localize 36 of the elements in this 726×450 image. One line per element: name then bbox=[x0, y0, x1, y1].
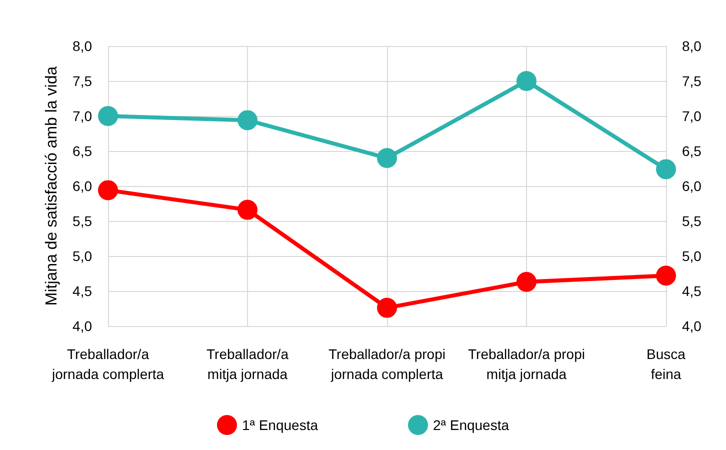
x-tick-label: Treballador/a jornada complerta bbox=[50, 346, 164, 382]
point bbox=[98, 106, 118, 126]
y-tick-label: 4,5 bbox=[72, 283, 92, 299]
y-axis-title: Mitjana de satisfacció amb la vida bbox=[44, 66, 60, 306]
point bbox=[377, 298, 397, 318]
point bbox=[238, 110, 258, 130]
y-tick-label: 6,0 bbox=[72, 178, 92, 194]
y-tick-label: 7,0 bbox=[72, 108, 92, 124]
point bbox=[377, 148, 397, 168]
point bbox=[516, 71, 536, 91]
y-tick-label: 5,5 bbox=[72, 213, 92, 229]
x-tick-label: Busca feina bbox=[646, 346, 686, 382]
x-tick-label: Treballador/a propi jornada complerta bbox=[328, 346, 446, 382]
legend-label: 2ª Enquesta bbox=[433, 417, 510, 433]
y2-tick-label: 6,5 bbox=[682, 143, 702, 159]
x-tick-label: Treballador/a mitja jornada bbox=[206, 346, 289, 382]
y-tick-label: 7,5 bbox=[72, 73, 92, 89]
y2-tick-label: 7,5 bbox=[682, 73, 702, 89]
y2-tick-label: 4,5 bbox=[682, 283, 702, 299]
point bbox=[656, 159, 676, 180]
point bbox=[656, 266, 676, 286]
y-tick-label: 6,5 bbox=[72, 143, 92, 159]
y2-tick-label: 5,5 bbox=[682, 213, 702, 229]
y2-tick-label: 6,0 bbox=[682, 178, 702, 194]
legend-label: 1ª Enquesta bbox=[242, 417, 318, 433]
point bbox=[238, 200, 258, 220]
y2-tick-label: 5,0 bbox=[682, 248, 702, 264]
y-tick-label: 5,0 bbox=[72, 248, 92, 264]
y2-tick-label: 4,0 bbox=[682, 318, 702, 334]
y2-tick-label: 8,0 bbox=[682, 38, 702, 54]
x-tick-label: Treballador/a propi mitja jornada bbox=[468, 346, 585, 382]
y2-tick-label: 7,0 bbox=[682, 108, 702, 124]
y-tick-label: 4,0 bbox=[72, 318, 92, 334]
point bbox=[98, 180, 118, 200]
y-tick-label: 8,0 bbox=[72, 38, 92, 54]
point bbox=[516, 272, 536, 292]
